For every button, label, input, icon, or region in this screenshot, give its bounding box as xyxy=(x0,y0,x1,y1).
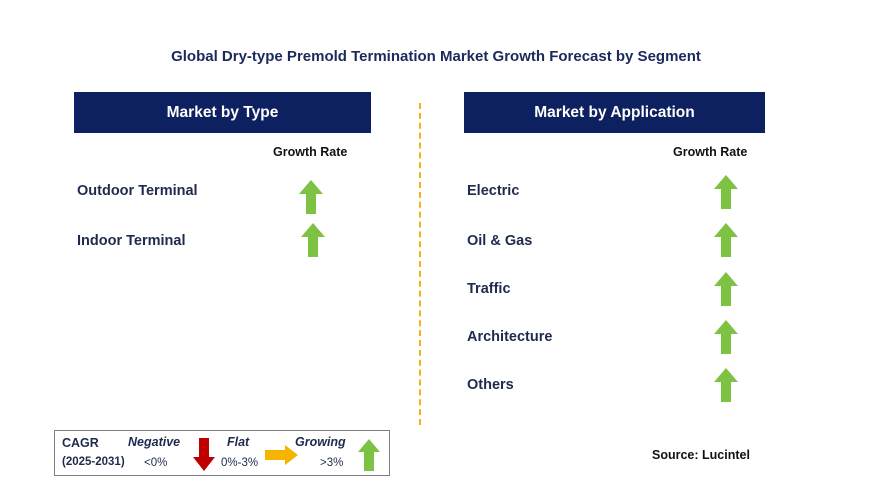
growing-arrow-icon xyxy=(714,320,738,354)
panel-divider xyxy=(419,103,421,425)
growing-arrow-icon xyxy=(714,272,738,306)
growing-arrow-icon xyxy=(301,223,325,257)
application-item-label: Electric xyxy=(467,183,520,199)
type-panel-header: Market by Type xyxy=(74,92,371,133)
legend-cagr-label: CAGR xyxy=(62,436,99,450)
legend-growing-range: >3% xyxy=(320,457,344,469)
legend-period-label: (2025-2031) xyxy=(62,456,125,468)
application-item-label: Oil & Gas xyxy=(467,233,533,249)
flat-arrow-icon xyxy=(265,445,298,465)
legend-negative-label: Negative xyxy=(128,435,181,449)
growing-arrow-icon xyxy=(714,223,738,257)
legend-growing-label: Growing xyxy=(295,435,346,449)
type-item-label: Indoor Terminal xyxy=(77,233,186,249)
application-item-label: Others xyxy=(467,377,514,393)
growing-arrow-icon xyxy=(714,368,738,402)
source-label: Source: Lucintel xyxy=(652,448,750,462)
type-growth-rate-label: Growth Rate xyxy=(273,145,348,159)
legend-flat-range: 0%-3% xyxy=(221,457,259,469)
application-panel-header: Market by Application xyxy=(464,92,765,133)
chart-title: Global Dry-type Premold Termination Mark… xyxy=(171,48,701,65)
growing-arrow-icon xyxy=(299,180,323,214)
negative-arrow-icon xyxy=(193,438,215,471)
growing-arrow-icon xyxy=(714,175,738,209)
application-growth-rate-label: Growth Rate xyxy=(673,145,748,159)
growing-arrow-icon xyxy=(358,439,380,471)
type-item-label: Outdoor Terminal xyxy=(77,183,198,199)
cagr-legend: CAGR (2025-2031) Negative <0% Flat 0%-3%… xyxy=(54,430,390,476)
application-item-label: Traffic xyxy=(467,281,511,297)
legend-negative-range: <0% xyxy=(144,457,168,469)
legend-flat-label: Flat xyxy=(227,435,250,449)
application-item-label: Architecture xyxy=(467,329,553,345)
